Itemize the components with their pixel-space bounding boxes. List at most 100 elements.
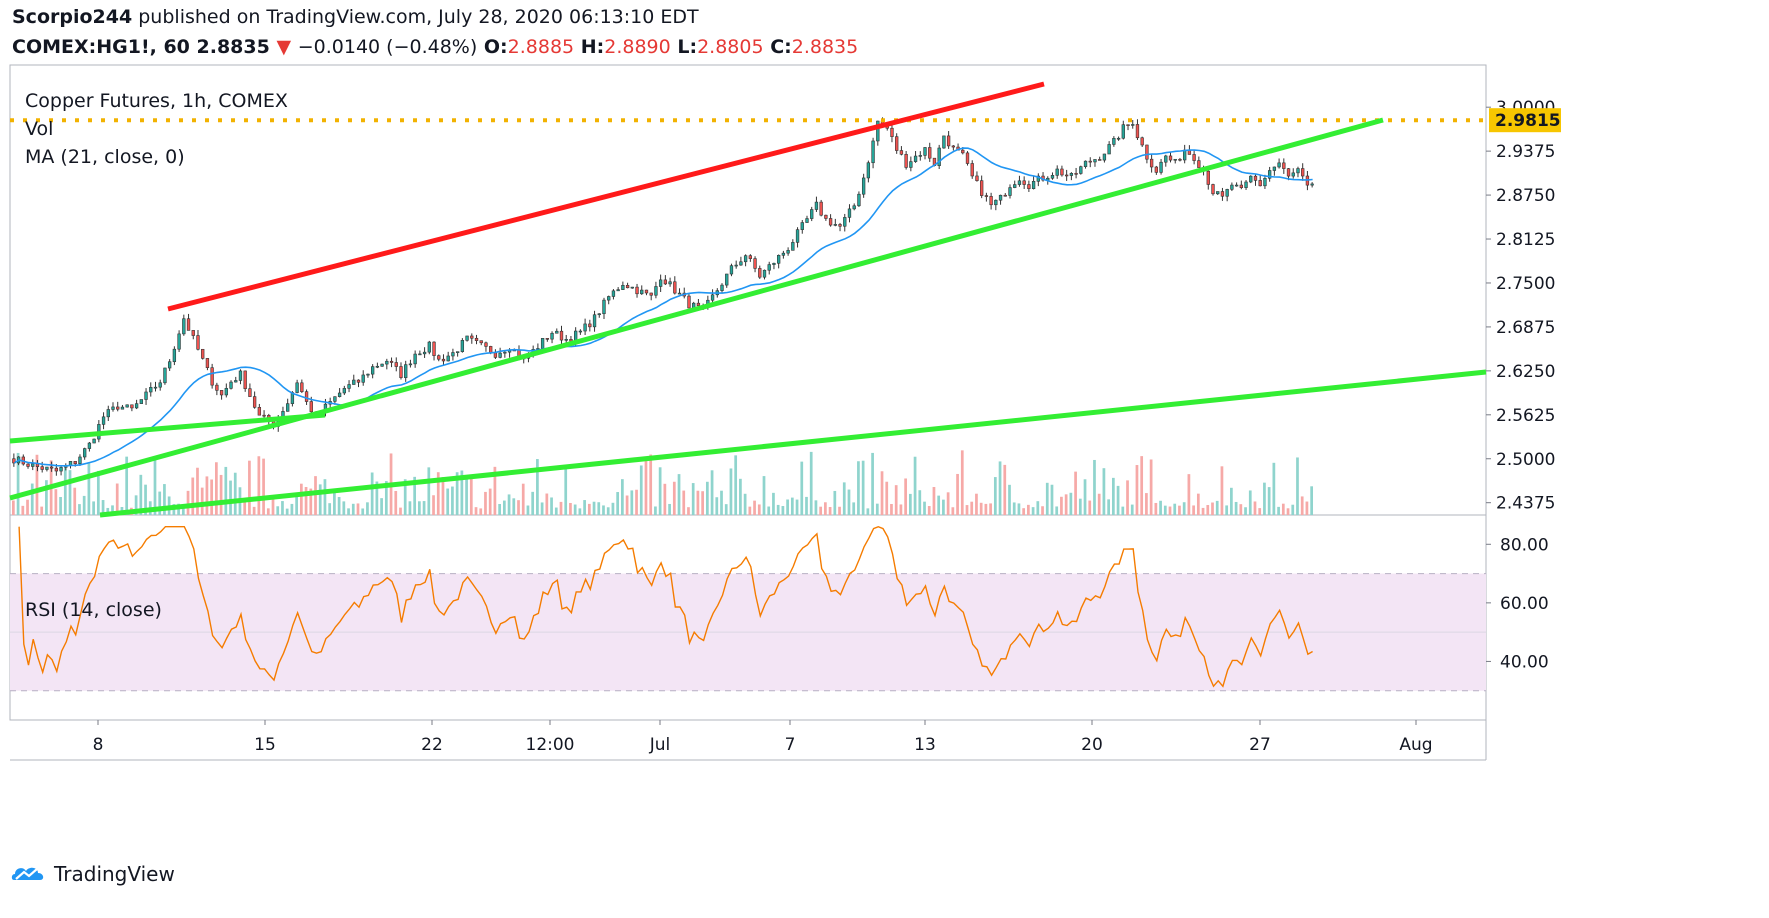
candle: [1112, 138, 1116, 145]
candle: [40, 466, 44, 470]
volume-bar: [1154, 502, 1158, 515]
candle: [559, 330, 564, 341]
candle: [422, 351, 427, 355]
candle: [503, 351, 507, 354]
volume-bar: [852, 502, 856, 515]
volume-bar: [181, 506, 185, 515]
volume-bar: [1220, 466, 1224, 515]
candle: [418, 353, 422, 356]
volume-bar: [1196, 493, 1200, 515]
volume-bar: [191, 477, 195, 515]
symbol[interactable]: COMEX:HG1!, 60: [12, 36, 190, 58]
volume-bar: [1300, 496, 1304, 515]
candle: [1083, 160, 1088, 167]
candle: [252, 396, 257, 408]
volume-bar: [809, 451, 813, 515]
volume-bar: [866, 508, 870, 515]
candle: [1230, 184, 1234, 190]
candle: [205, 358, 210, 368]
volume-bar: [1097, 493, 1101, 515]
volume-bar: [73, 487, 77, 515]
volume-bar: [413, 476, 417, 515]
candle: [498, 352, 502, 358]
time-tick-label: 8: [93, 735, 104, 755]
volume-bar: [87, 462, 91, 515]
candle: [1060, 168, 1064, 176]
candle: [385, 360, 389, 365]
publisher-username[interactable]: Scorpio244: [12, 6, 133, 28]
tradingview-brand[interactable]: TradingView: [10, 862, 175, 886]
volume-bar: [342, 501, 346, 515]
candle: [1069, 173, 1074, 176]
volume-bar: [663, 483, 667, 515]
candle: [1258, 180, 1262, 187]
volume-bar: [101, 500, 105, 515]
legend-title: Copper Futures, 1h, COMEX: [25, 90, 288, 112]
volume-bar: [163, 484, 166, 515]
volume-bar: [970, 501, 974, 515]
volume-bar: [337, 497, 341, 515]
candle: [210, 367, 214, 386]
candle: [904, 153, 908, 168]
volume-bar: [63, 468, 67, 515]
volume-bar: [403, 479, 407, 515]
volume-bar: [875, 503, 879, 515]
volume-bar: [1036, 501, 1040, 515]
tradingview-logo-icon: [11, 867, 44, 880]
volume-bars: [12, 450, 1313, 515]
candle: [720, 284, 724, 291]
volume-bar: [328, 503, 332, 515]
publish-info: published on TradingView.com, July 28, 2…: [138, 6, 699, 28]
candle: [356, 379, 361, 383]
candle: [1291, 172, 1295, 177]
volume-bar: [833, 490, 837, 515]
candle: [309, 401, 313, 413]
candle: [1013, 184, 1017, 188]
volume-bar: [380, 498, 383, 515]
candle: [337, 392, 342, 397]
volume-bar: [356, 503, 360, 515]
candle: [1310, 183, 1314, 186]
candle: [838, 224, 842, 227]
volume-bar: [857, 461, 860, 515]
candle: [1116, 137, 1121, 140]
volume-bar: [550, 497, 553, 515]
volume-bar: [281, 501, 284, 515]
rsi-pane: [10, 525, 1486, 692]
low-value: 2.8805: [697, 36, 764, 58]
candle: [125, 404, 129, 408]
candle: [144, 391, 148, 400]
candle: [810, 209, 814, 219]
candle: [805, 218, 809, 223]
time-tick-label: 7: [785, 735, 796, 755]
candle: [1197, 160, 1201, 168]
candle: [1239, 184, 1243, 188]
candles: [12, 117, 1314, 476]
candle: [139, 399, 143, 404]
candle: [295, 382, 299, 393]
volume-bar: [908, 493, 912, 515]
volume-bar: [1149, 459, 1153, 515]
volume-bar: [606, 507, 610, 515]
candle: [243, 370, 247, 389]
candle: [167, 361, 172, 369]
time-tick-label: 22: [421, 735, 443, 755]
volume-bar: [1012, 502, 1016, 515]
candle: [909, 161, 913, 168]
candle: [635, 286, 639, 295]
candle: [998, 194, 1003, 201]
volume-bar: [1121, 506, 1125, 515]
volume-bar: [894, 485, 898, 515]
volume-bar: [871, 452, 874, 515]
level-price-label: 2.9815: [1495, 111, 1561, 131]
volume-bar: [762, 476, 766, 515]
candle: [1277, 162, 1281, 168]
volume-bar: [583, 500, 586, 515]
legend-rsi: RSI (14, close): [25, 599, 162, 621]
candle: [913, 155, 918, 162]
candle: [1022, 180, 1026, 185]
candle: [871, 140, 875, 164]
candle: [1027, 184, 1031, 189]
trendlines[interactable]: [9, 81, 1487, 518]
